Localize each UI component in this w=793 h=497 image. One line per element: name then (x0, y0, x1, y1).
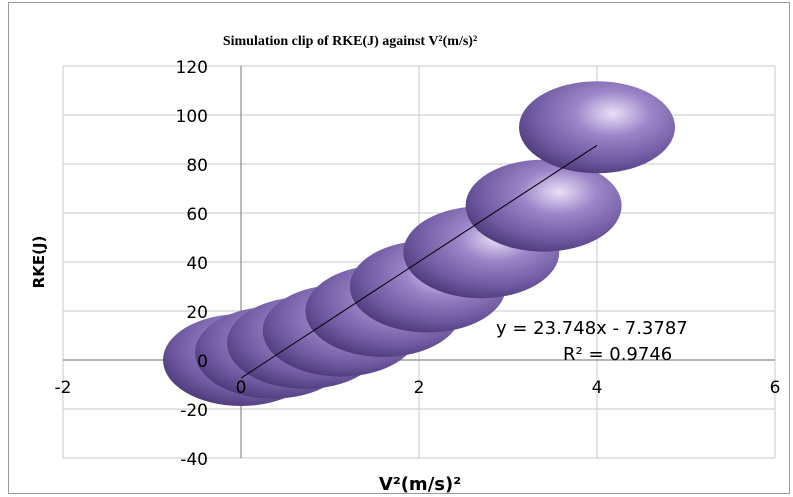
y-tick-label: 60 (186, 205, 208, 225)
trendline (240, 144, 598, 379)
trendline-line (240, 144, 598, 379)
x-tick-label: 6 (770, 378, 781, 398)
chart-title: Simulation clip of RKE(J) against V²(m/s… (222, 34, 478, 49)
x-axis-label: V²(m/s)² (379, 474, 461, 495)
trendline-equation: y = 23.748x - 7.3787 (496, 318, 688, 339)
y-tick-label: 80 (186, 156, 208, 176)
y-tick-label: 0 (197, 352, 208, 372)
data-point (465, 159, 622, 252)
y-tick-label: -40 (180, 450, 208, 470)
data-point (519, 81, 675, 174)
x-tick-label: -2 (55, 378, 72, 398)
y-tick-label: 40 (186, 254, 208, 274)
y-axis-label: RKE(J) (30, 236, 48, 289)
x-tick-label: 2 (414, 378, 425, 398)
x-tick-label: 0 (236, 378, 247, 398)
x-tick-label: 4 (592, 378, 603, 398)
y-tick-label: 20 (186, 303, 208, 323)
y-tick-label: 120 (176, 58, 208, 78)
y-tick-label: 100 (176, 107, 208, 127)
data-points (163, 81, 675, 406)
y-tick-label: -20 (180, 401, 208, 421)
trendline-r-squared: R² = 0.9746 (563, 344, 672, 365)
